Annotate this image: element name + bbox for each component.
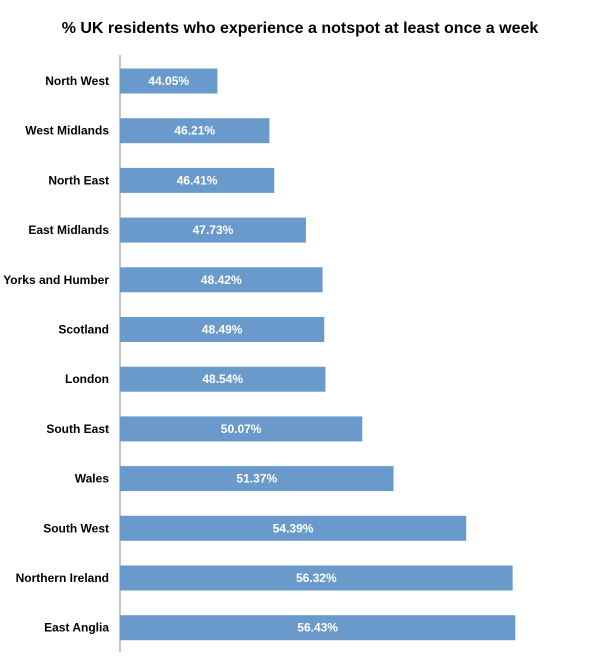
bar (120, 267, 323, 293)
data-label: 51.37% (236, 472, 277, 486)
bar (120, 466, 394, 492)
data-label: 48.42% (201, 273, 242, 287)
data-label: 48.54% (202, 372, 243, 386)
data-label: 46.41% (177, 173, 218, 187)
category-label: North East (48, 173, 109, 187)
data-label: 56.43% (297, 621, 338, 635)
bars-group: North West 44.05% West Midlands 46.21% North… (3, 68, 516, 641)
category-label: West Midlands (25, 124, 109, 138)
category-label: Wales (75, 472, 110, 486)
category-label: East Midlands (28, 223, 109, 237)
category-label: Yorks and Humber (3, 273, 109, 287)
bar (120, 317, 325, 342)
bar (120, 565, 513, 591)
bar (120, 416, 363, 442)
category-label: Northern Ireland (16, 571, 109, 585)
category-label: Scotland (58, 323, 109, 337)
data-label: 50.07% (221, 422, 262, 436)
category-label: South East (46, 422, 109, 436)
category-label: London (65, 372, 109, 386)
bar (120, 68, 218, 94)
bar (120, 217, 306, 243)
bar (120, 515, 467, 541)
data-label: 48.49% (202, 323, 243, 337)
chart-title: % UK residents who experience a notspot … (61, 20, 539, 37)
bar (120, 615, 516, 641)
category-label: East Anglia (44, 621, 109, 635)
data-label: 56.32% (296, 571, 337, 585)
category-label: North West (45, 74, 109, 88)
data-label: 44.05% (148, 74, 189, 88)
data-label: 54.39% (273, 521, 314, 535)
data-label: 46.21% (174, 124, 215, 138)
bar (120, 366, 326, 392)
bar (120, 167, 275, 193)
data-label: 47.73% (193, 223, 234, 237)
category-label: South West (43, 521, 109, 535)
bar (120, 118, 270, 144)
